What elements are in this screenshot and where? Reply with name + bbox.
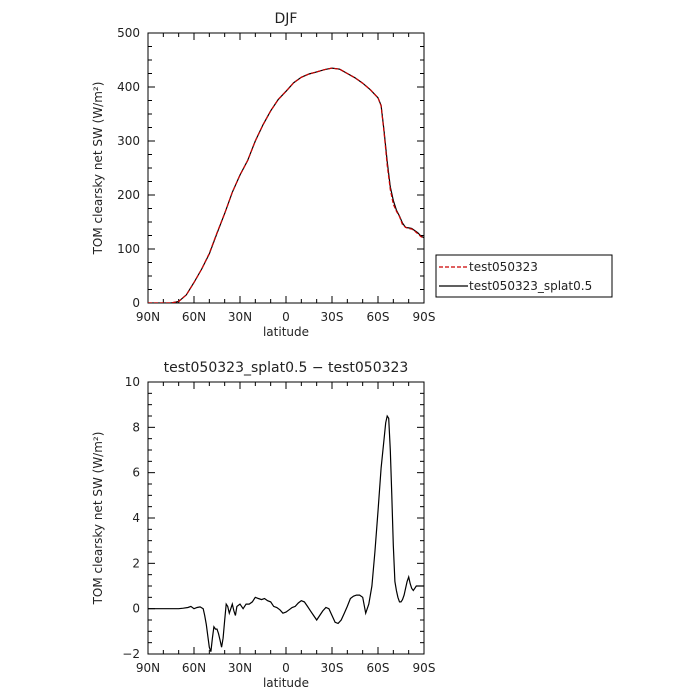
bottom-x-tick-label: 90N <box>136 661 160 675</box>
top-x-tick-label: 60S <box>367 310 390 324</box>
legend-entry-label-1: test050323_splat0.5 <box>469 279 592 293</box>
bottom-y-axis-label: TOM clearsky net SW (W/m²) <box>91 432 105 606</box>
legend-entry-label-0: test050323 <box>469 260 538 274</box>
top-x-tick-label: 30S <box>321 310 344 324</box>
top-y-tick-label: 200 <box>117 188 140 202</box>
bottom-y-tick-label: 4 <box>132 511 140 525</box>
bottom-plot-frame <box>147 381 425 655</box>
bottom-x-tick-label: 60N <box>182 661 206 675</box>
bottom-y-tick-label: 2 <box>132 556 140 570</box>
top-y-axis-label: TOM clearsky net SW (W/m²) <box>91 82 105 256</box>
bottom-series-line-0 <box>148 414 424 652</box>
legend-box <box>435 254 613 298</box>
top-series-line-0 <box>148 67 424 303</box>
top-y-tick-label: 300 <box>117 134 140 148</box>
top-y-tick-label: 500 <box>117 26 140 40</box>
legend: test050323 test050323_splat0.5 <box>435 254 613 298</box>
bottom-x-tick-label: 30N <box>228 661 252 675</box>
top-x-axis-label: latitude <box>263 325 309 339</box>
bottom-x-tick-label: 60S <box>367 661 390 675</box>
bottom-y-tick-label: 10 <box>125 375 140 389</box>
bottom-x-tick-label: 30S <box>321 661 344 675</box>
top-x-tick-label: 90S <box>413 310 436 324</box>
bottom-chart-title: test050323_splat0.5 − test050323 <box>164 360 409 376</box>
top-y-tick-label: 400 <box>117 80 140 94</box>
bottom-panel: 90N 60N 30N 0 30S 60S 90S −2 0 2 4 6 8 10 test050323_s… <box>91 360 435 690</box>
bottom-x-axis-label: latitude <box>263 676 309 690</box>
top-chart-title: DJF <box>275 11 298 27</box>
top-x-tick-label: 30N <box>228 310 252 324</box>
bottom-y-tick-label: 6 <box>132 466 140 480</box>
bottom-x-tick-label: 90S <box>413 661 436 675</box>
bottom-y-tick-label: 8 <box>132 420 140 434</box>
top-x-tick-label: 60N <box>182 310 206 324</box>
bottom-y-tick-label: −2 <box>122 647 140 661</box>
top-y-tick-label: 0 <box>132 296 140 310</box>
top-y-tick-label: 100 <box>117 242 140 256</box>
top-plot-frame <box>147 32 425 304</box>
top-series-line-1 <box>148 67 424 303</box>
top-panel: 90N 60N 30N 0 30S 60S 90S 0 100 200 300 400 500 DJF la… <box>91 11 435 339</box>
top-x-tick-label: 90N <box>136 310 160 324</box>
top-x-tick-label: 0 <box>282 310 290 324</box>
bottom-y-tick-label: 0 <box>132 602 140 616</box>
bottom-x-tick-label: 0 <box>282 661 290 675</box>
